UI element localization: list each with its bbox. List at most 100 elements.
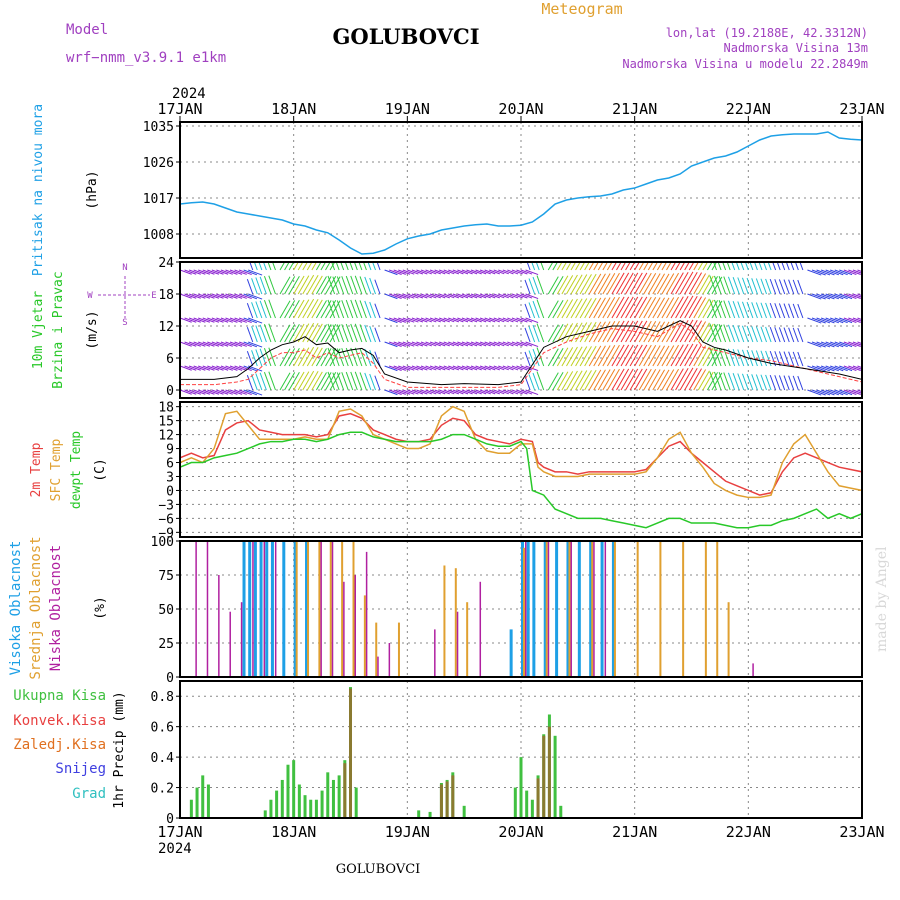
wind-barb	[788, 279, 795, 295]
wind-barb	[675, 295, 689, 319]
wind-barb	[597, 273, 611, 295]
wind-barb	[220, 389, 233, 395]
cloud-bar	[397, 622, 400, 677]
wind-barb	[570, 322, 583, 343]
wind-barb	[702, 347, 714, 367]
precip-bar	[513, 787, 517, 818]
wind-barb	[647, 297, 661, 319]
year-bottom: 2024	[158, 841, 192, 857]
wind-barb	[211, 293, 224, 299]
cloud-bar	[329, 541, 332, 677]
wind-barb	[502, 365, 514, 371]
wind-barb	[332, 348, 340, 367]
wind-barb	[284, 372, 296, 391]
wind-barb	[588, 369, 602, 391]
cloud-bar	[577, 541, 581, 677]
wind-barb	[498, 389, 509, 395]
wind-barb	[656, 369, 670, 391]
wind-barb	[367, 262, 372, 271]
wind-barb	[556, 323, 569, 343]
wind-barb	[732, 372, 740, 391]
wind-barb	[732, 300, 740, 319]
wind-barb	[502, 293, 514, 299]
wind-barb	[188, 365, 201, 371]
wind-barb	[606, 320, 620, 343]
wind-barb	[325, 262, 331, 271]
wind-barb	[350, 371, 358, 391]
wind-barb	[470, 389, 482, 395]
wind-barb	[524, 279, 531, 295]
wind-barb	[602, 321, 616, 343]
wind-barb	[302, 322, 315, 343]
wind-barb	[315, 300, 327, 319]
wind-barb	[811, 269, 826, 276]
wind-barb	[857, 293, 862, 297]
y-tick-label: 0.8	[151, 690, 174, 705]
wind-barb	[714, 371, 722, 391]
wind-barb	[211, 389, 224, 395]
wind-barb	[848, 269, 861, 275]
wind-barb	[566, 262, 572, 271]
wind-barb	[452, 293, 464, 299]
y-tick-label: 18	[158, 288, 174, 303]
wind-barb	[229, 269, 243, 275]
wind-barb	[579, 370, 592, 391]
wind-barb	[830, 389, 844, 396]
precip-bar	[428, 811, 432, 818]
wind-barb	[416, 341, 428, 347]
footer-station: GOLUBOVCI	[336, 862, 421, 877]
precip-bar	[201, 775, 205, 818]
wind-barb	[778, 303, 786, 319]
wind-barb	[220, 293, 233, 299]
wind-barb	[251, 302, 258, 319]
wind-barb	[616, 320, 630, 343]
wind-barb	[484, 293, 496, 299]
wind-barb	[216, 269, 229, 275]
wind-barb	[727, 300, 736, 319]
wind-barb	[561, 347, 574, 367]
wind-barb	[489, 293, 500, 299]
wind-barb	[575, 274, 588, 295]
wind-barb	[769, 326, 777, 343]
wind-barb	[484, 341, 496, 347]
wind-barb	[340, 262, 345, 271]
precip-bar	[559, 805, 563, 818]
wind-barb	[507, 365, 519, 371]
wind-barb	[579, 262, 586, 271]
wind-barb	[561, 275, 574, 295]
wind-barb	[332, 300, 340, 319]
cloud-bar	[611, 541, 615, 677]
wind-barb	[452, 341, 464, 347]
wind-barb	[778, 327, 786, 343]
wind-barb	[329, 262, 336, 271]
wind-barb	[452, 389, 464, 395]
wind-barb	[255, 325, 263, 343]
wind-barb	[718, 371, 727, 391]
wind-barb	[393, 341, 406, 347]
wind-barb	[461, 341, 473, 347]
wind-barb	[507, 389, 519, 395]
wind-barb	[498, 365, 509, 371]
wind-barb	[807, 341, 822, 348]
wind-barb	[679, 319, 694, 343]
y-tick-label: 50	[158, 603, 174, 618]
wind-barb	[443, 293, 455, 299]
wind-barb	[502, 341, 514, 347]
wind-barb	[670, 344, 684, 367]
wind-barb	[284, 348, 296, 367]
wind-barb	[532, 300, 540, 319]
wind-barb	[811, 365, 826, 372]
wind-barb	[525, 293, 539, 300]
wind-barb	[202, 341, 215, 347]
wind-barb	[511, 269, 523, 275]
wind-barb	[511, 293, 523, 299]
wind-barb	[268, 371, 276, 391]
wind-barb	[839, 365, 853, 372]
wind-barb	[718, 299, 727, 319]
wind-barb	[593, 297, 606, 319]
wind-barb	[243, 389, 258, 396]
wind-barb	[388, 317, 402, 323]
wind-barb	[723, 324, 731, 343]
wind-barb	[857, 389, 862, 393]
